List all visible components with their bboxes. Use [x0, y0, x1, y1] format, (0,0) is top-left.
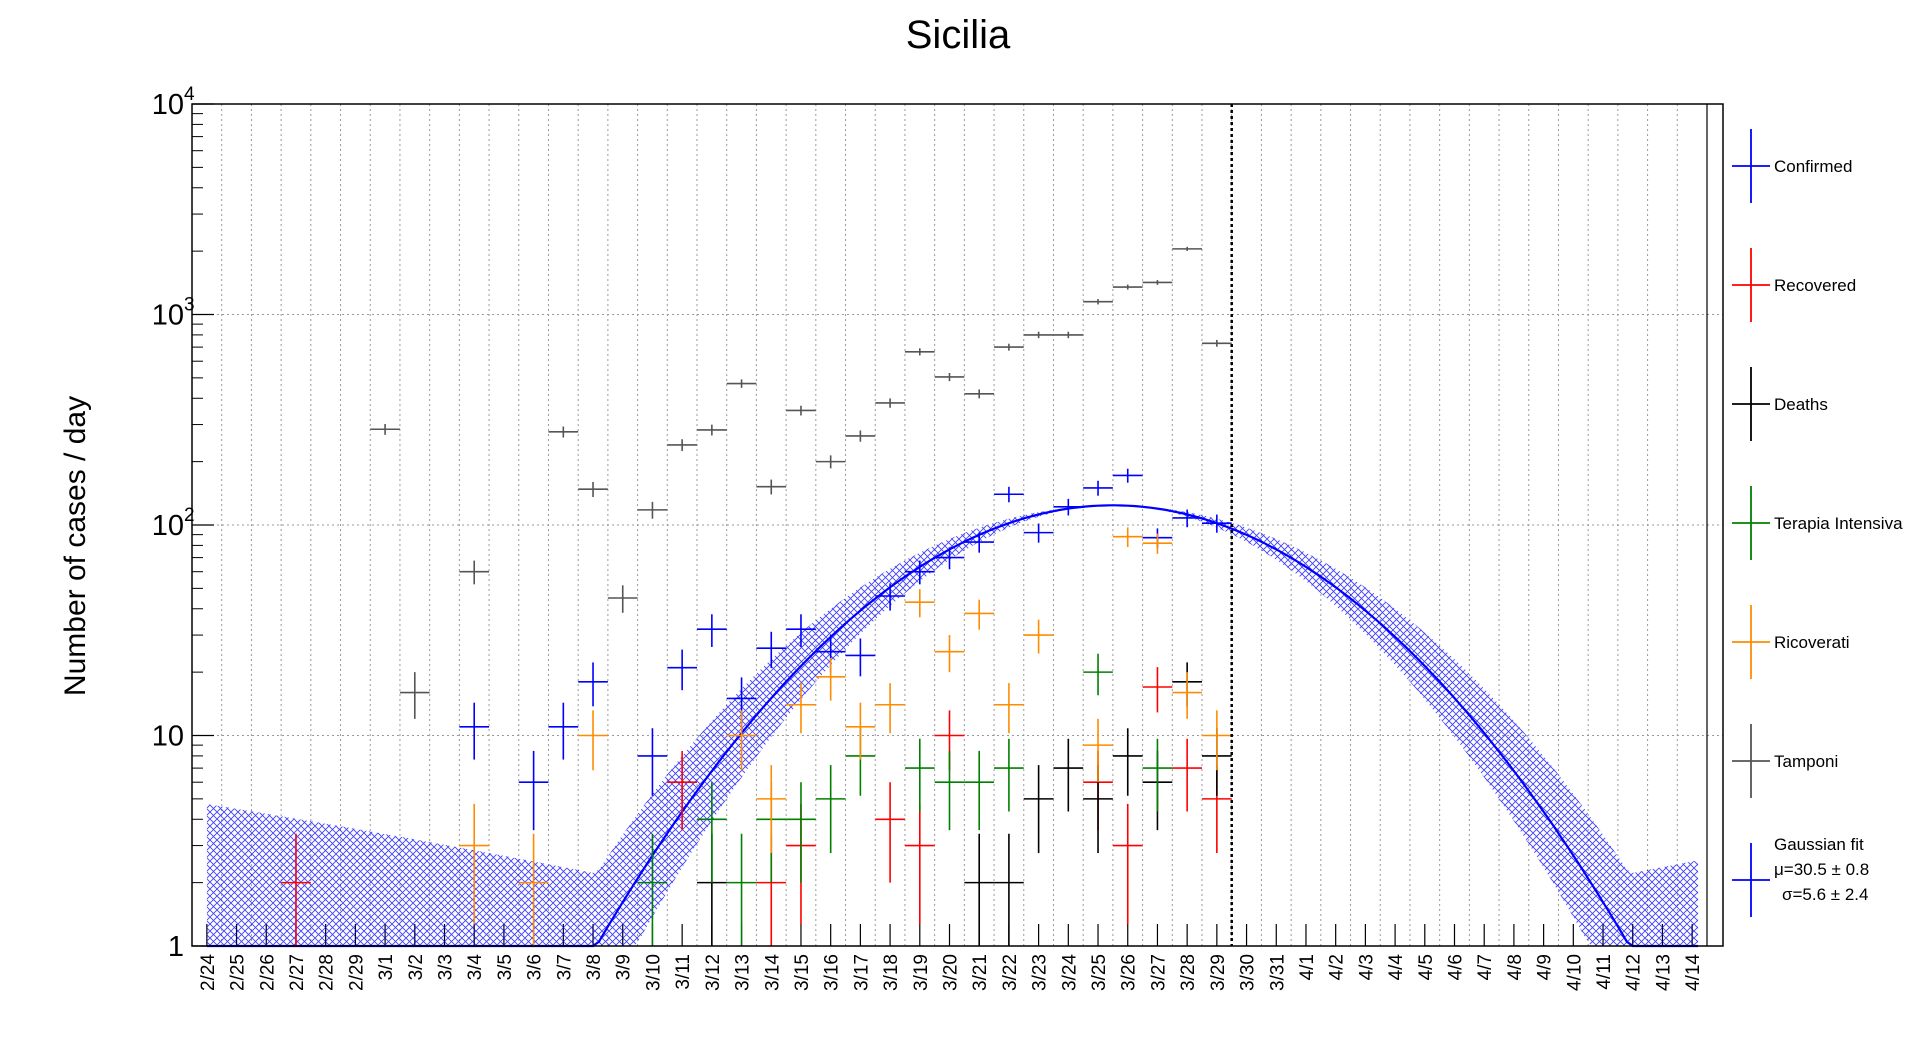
x-tick-label: 3/29	[1208, 954, 1229, 991]
x-tick-label: 3/2	[406, 954, 427, 980]
y-tick-exponent: 2	[184, 505, 195, 526]
x-tick-label: 4/13	[1653, 954, 1674, 991]
x-tick-label: 4/5	[1416, 954, 1437, 980]
x-tick-label: 3/10	[643, 954, 664, 991]
x-tick-label: 3/31	[1267, 954, 1288, 991]
x-tick-label: 3/20	[941, 954, 962, 991]
x-tick-label: 3/15	[792, 954, 813, 991]
y-tick-label: 10	[152, 89, 184, 121]
x-tick-label: 3/30	[1238, 954, 1259, 991]
x-tick-label: 4/14	[1683, 954, 1704, 991]
x-tick-label: 2/28	[317, 954, 338, 991]
series-terapia-intensiva	[637, 653, 1173, 946]
x-tick-label: 3/1	[376, 954, 397, 980]
x-tick-label: 4/3	[1356, 954, 1377, 980]
x-tick-label: 4/7	[1475, 954, 1496, 980]
x-tick-label: 3/19	[911, 954, 932, 991]
x-tick-label: 3/25	[1089, 954, 1110, 991]
y-tick-label: 10	[152, 300, 184, 332]
legend-label: Gaussian fit	[1774, 835, 1864, 854]
legend-label: Terapia Intensiva	[1774, 514, 1903, 533]
legend-label: Tamponi	[1774, 752, 1838, 771]
legend-label: Deaths	[1774, 395, 1828, 414]
plot-frame	[191, 103, 1724, 947]
legend-label: Recovered	[1774, 276, 1856, 295]
x-tick-label: 4/9	[1535, 954, 1556, 980]
chart-title: Sicilia	[906, 13, 1011, 57]
y-tick-label: 10	[152, 721, 184, 753]
x-tick-label: 4/2	[1327, 954, 1348, 980]
x-tick-label: 3/28	[1178, 954, 1199, 991]
legend-label: Confirmed	[1774, 157, 1852, 176]
x-tick-label: 2/24	[198, 954, 219, 991]
x-tick-label: 4/10	[1564, 954, 1585, 991]
x-tick-label: 3/8	[584, 954, 605, 980]
y-tick-label: 10	[152, 510, 184, 542]
x-tick-label: 3/22	[1000, 954, 1021, 991]
x-tick-label: 3/21	[970, 954, 991, 991]
x-tick-label: 3/16	[822, 954, 843, 991]
x-tick-label: 2/26	[257, 954, 278, 991]
y-tick-label: 1	[168, 931, 184, 963]
x-tick-label: 4/6	[1446, 954, 1467, 980]
x-tick-label: 4/11	[1594, 954, 1615, 990]
x-tick-label: 3/7	[554, 954, 575, 980]
x-tick-label: 3/9	[614, 954, 635, 980]
x-tick-label: 4/12	[1624, 954, 1645, 991]
y-tick-exponent: 4	[184, 84, 195, 105]
x-tick-label: 2/27	[287, 954, 308, 991]
x-tick-label: 3/12	[703, 954, 724, 991]
x-tick-label: 2/29	[346, 954, 367, 991]
x-tick-label: 4/8	[1505, 954, 1526, 980]
x-tick-label: 3/3	[436, 954, 457, 980]
x-tick-label: 3/26	[1119, 954, 1140, 991]
y-axis-label: Number of cases / day	[59, 396, 92, 696]
x-tick-label: 3/24	[1059, 954, 1080, 991]
x-tick-label: 3/11	[673, 954, 694, 990]
x-tick-label: 3/17	[851, 954, 872, 991]
legend-label: Ricoverati	[1774, 633, 1850, 652]
x-tick-label: 3/5	[495, 954, 516, 980]
x-tick-label: 3/14	[762, 954, 783, 991]
fit-uncertainty-band	[206, 505, 1699, 946]
y-tick-exponent: 3	[184, 295, 195, 316]
x-tick-label: 3/13	[733, 954, 754, 991]
x-tick-label: 2/25	[228, 954, 249, 991]
series-ricoverati	[459, 527, 1232, 946]
x-tick-label: 4/4	[1386, 954, 1407, 981]
series-tamponi	[370, 246, 1232, 719]
legend: Confirmed Recovered Deaths Terapia Intensiv…	[1732, 129, 1903, 917]
series-deaths	[697, 662, 1232, 946]
legend-fit-sigma: σ=5.6 ± 2.4	[1782, 885, 1868, 904]
x-tick-label: 3/6	[525, 954, 546, 980]
legend-fit-mu: μ=30.5 ± 0.8	[1774, 860, 1869, 879]
x-tick-label: 3/27	[1148, 954, 1169, 991]
series-confirmed	[459, 468, 1232, 831]
x-tick-label: 4/1	[1297, 954, 1318, 980]
x-tick-label: 3/18	[881, 954, 902, 991]
x-tick-label: 3/23	[1030, 954, 1051, 991]
x-tick-label: 3/4	[465, 954, 486, 981]
